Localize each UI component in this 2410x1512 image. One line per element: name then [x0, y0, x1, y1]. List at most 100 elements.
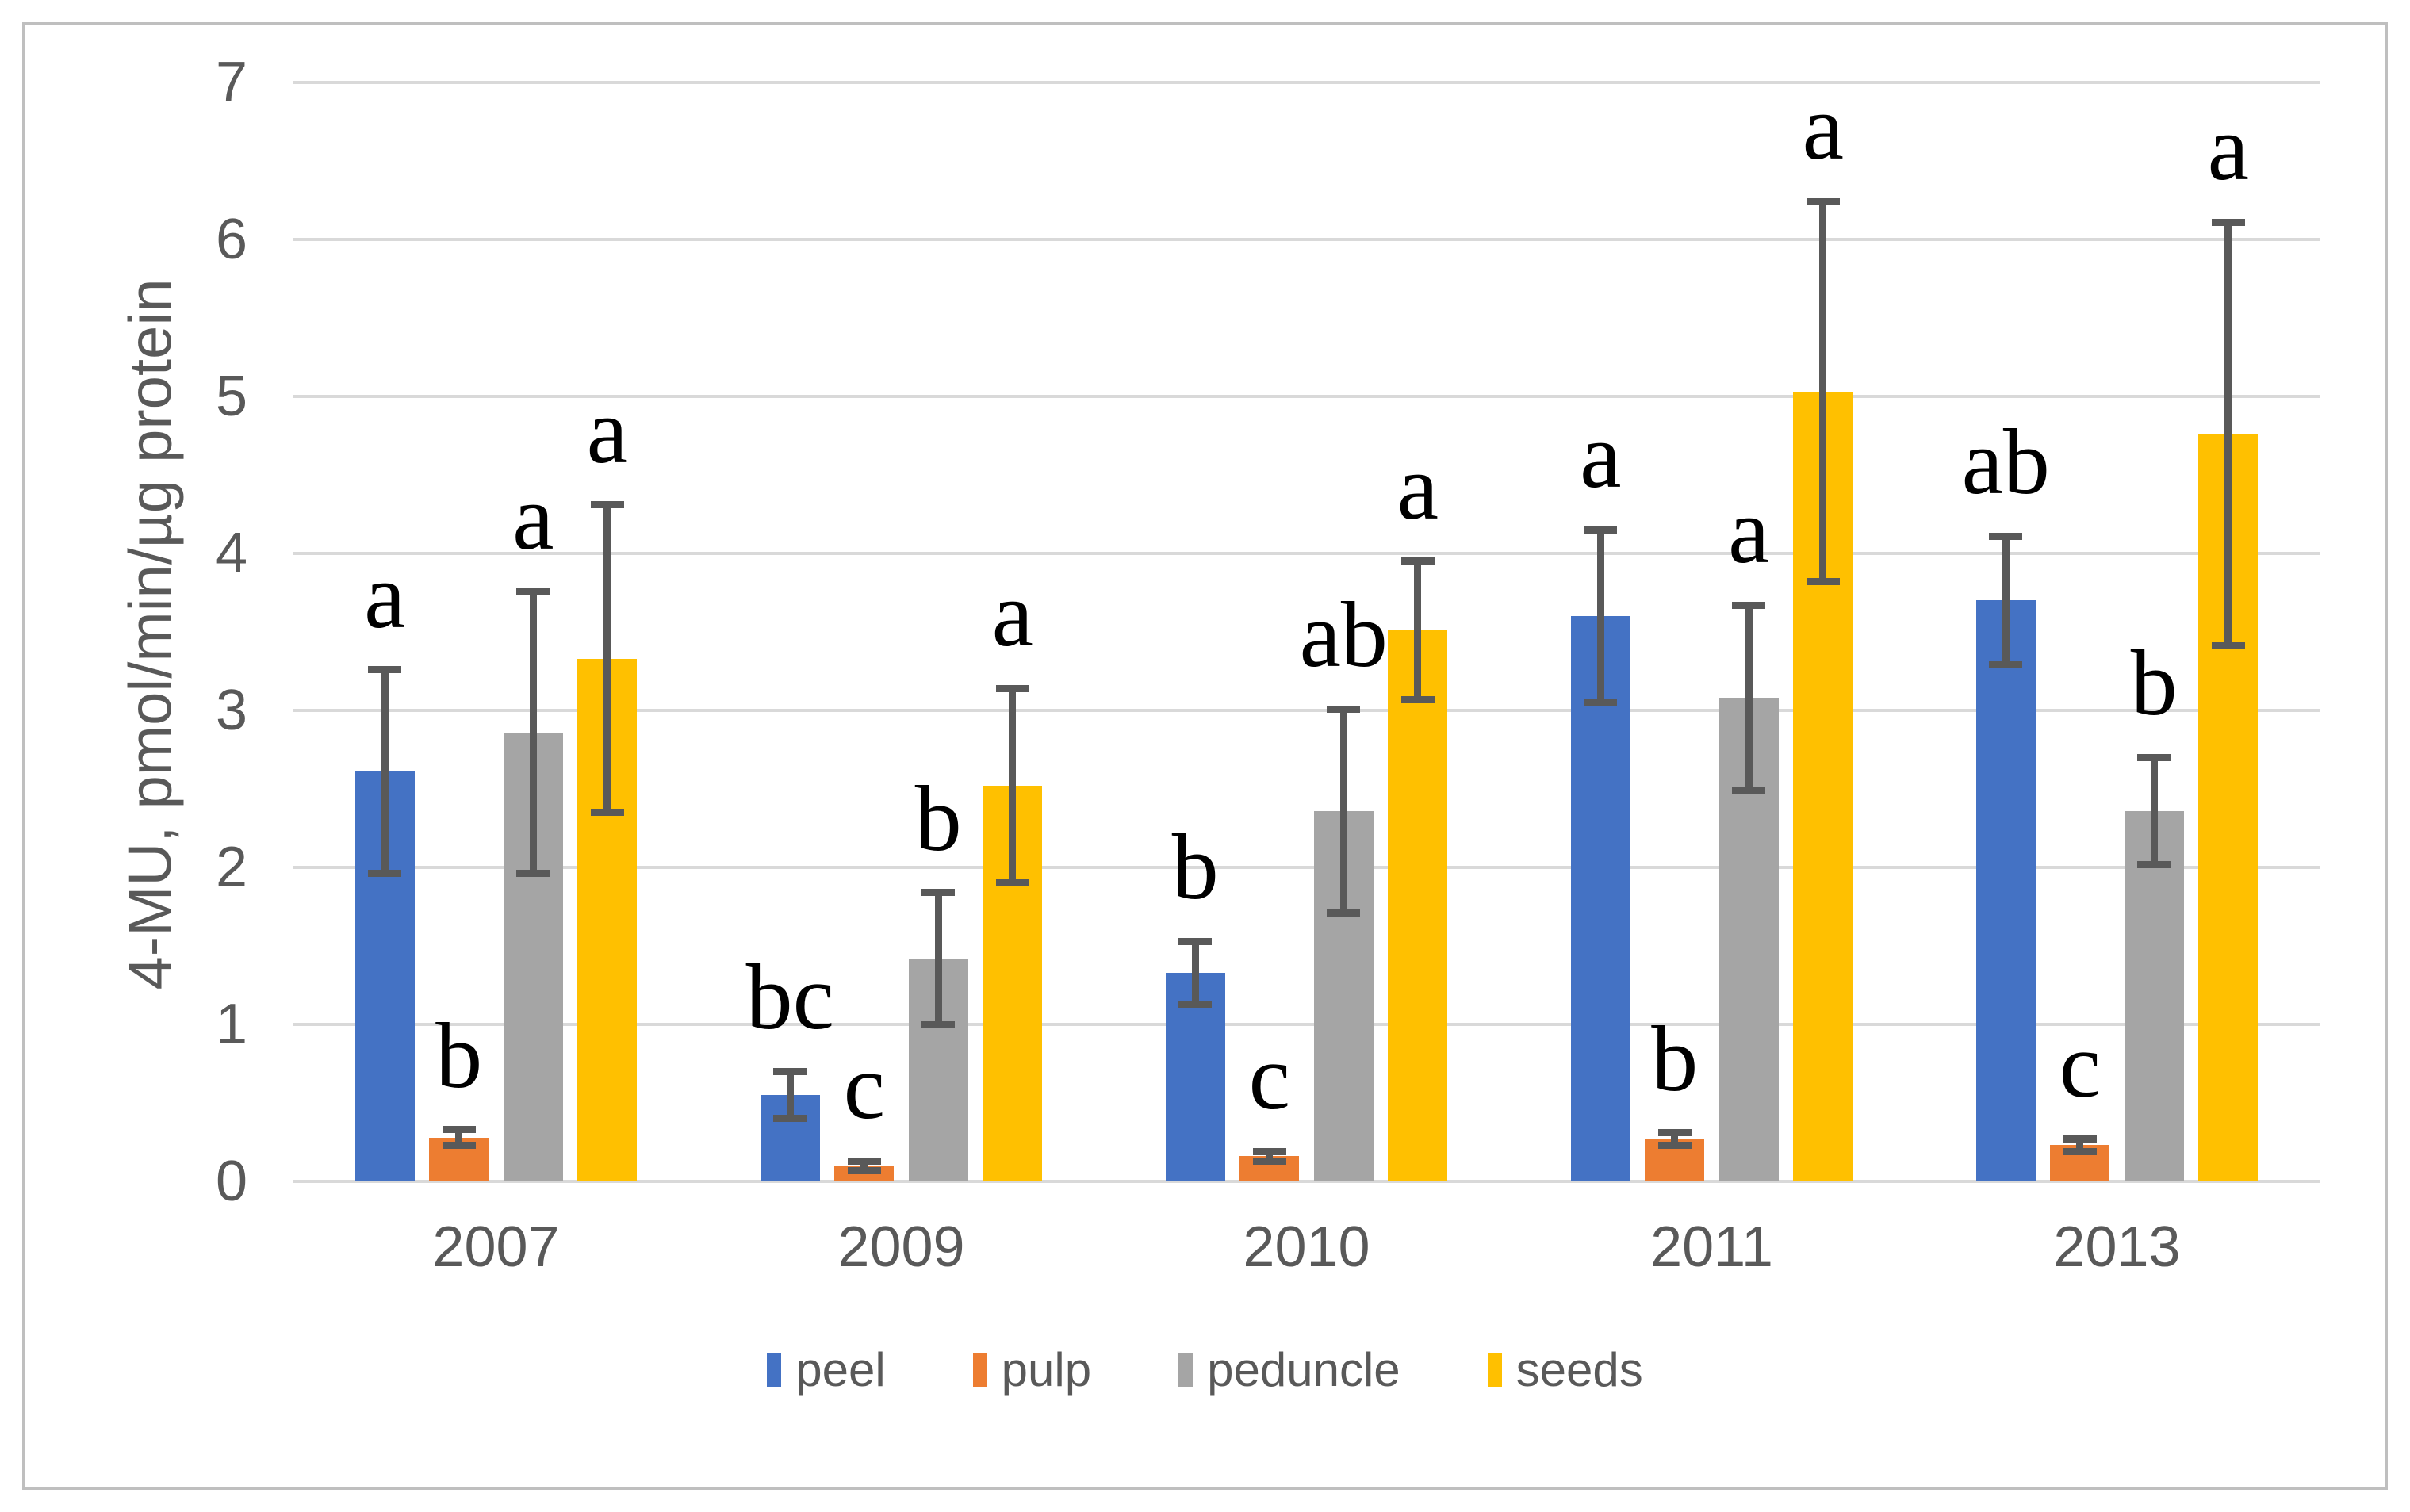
- error-bar-cap: [1400, 695, 1435, 703]
- error-bar-cap: [1400, 557, 1435, 565]
- legend-label: pulp: [1001, 1343, 1092, 1396]
- error-bar-cap: [995, 879, 1029, 887]
- error-bar-line: [1414, 561, 1422, 700]
- error-bar-cap: [590, 809, 624, 817]
- significance-letter: a: [512, 465, 554, 569]
- error-bar-cap: [368, 666, 402, 674]
- error-bar-line: [1266, 1151, 1274, 1162]
- error-bar-line: [381, 669, 389, 874]
- legend-item-peduncle: peduncle: [1178, 1342, 1400, 1398]
- error-bar-cap: [2137, 860, 2171, 868]
- legend-item-peel: peel: [767, 1342, 886, 1398]
- error-bar-line: [1671, 1132, 1679, 1146]
- legend-marker-seeds: [1487, 1353, 1502, 1387]
- error-bar-line: [2076, 1139, 2084, 1152]
- gridline: [293, 395, 2320, 398]
- legend-label: seeds: [1515, 1343, 1643, 1396]
- significance-letter: c: [1248, 1025, 1290, 1130]
- bar-seeds-2010: [1388, 630, 1448, 1181]
- bar-peel-2011: [1570, 616, 1630, 1181]
- error-bar-line: [2150, 757, 2158, 865]
- error-bar-line: [603, 504, 611, 813]
- significance-letter: c: [2059, 1012, 2101, 1117]
- error-bar-line: [2002, 536, 2010, 665]
- error-bar-line: [1819, 201, 1827, 582]
- y-tick-label: 3: [215, 679, 247, 742]
- gridline: [293, 709, 2320, 712]
- error-bar-cap: [1327, 909, 1361, 917]
- error-bar-cap: [1178, 937, 1213, 945]
- error-bar-line: [1339, 709, 1347, 913]
- y-tick-label: 1: [215, 993, 247, 1056]
- significance-letter: a: [1728, 479, 1770, 584]
- significance-letter: a: [364, 543, 406, 648]
- significance-letter: ab: [1299, 583, 1388, 687]
- significance-letter: b: [435, 1003, 483, 1108]
- gridline: [293, 552, 2320, 555]
- bar-peel-2013: [1975, 600, 2036, 1181]
- legend-marker-peel: [767, 1353, 782, 1387]
- error-bar-line: [1191, 941, 1199, 1005]
- error-bar-line: [529, 591, 537, 874]
- error-bar-cap: [1327, 705, 1361, 713]
- y-tick-label: 7: [215, 51, 247, 114]
- x-label-2007: 2007: [432, 1215, 560, 1279]
- error-bar-cap: [1252, 1147, 1286, 1155]
- error-bar-line: [455, 1129, 463, 1146]
- significance-letter: a: [1802, 75, 1844, 180]
- gridline: [293, 1180, 2320, 1183]
- error-bar-cap: [2137, 753, 2171, 761]
- error-bar-cap: [1989, 532, 2023, 540]
- legend-marker-peduncle: [1178, 1353, 1194, 1387]
- gridline: [293, 1023, 2320, 1026]
- error-bar-cap: [773, 1115, 807, 1123]
- error-bar-cap: [1732, 787, 1766, 794]
- error-bar-cap: [1252, 1157, 1286, 1165]
- error-bar-line: [2224, 222, 2232, 646]
- error-bar-cap: [516, 588, 550, 595]
- error-bar-cap: [442, 1126, 476, 1134]
- error-bar-line: [1009, 688, 1017, 883]
- significance-letter: b: [1651, 1006, 1699, 1111]
- error-bar-line: [786, 1071, 794, 1119]
- error-bar-line: [1596, 530, 1604, 703]
- error-bar-cap: [847, 1157, 881, 1165]
- error-bar-cap: [921, 1020, 956, 1028]
- significance-letter: b: [2130, 631, 2178, 736]
- error-bar-cap: [442, 1141, 476, 1149]
- error-bar-cap: [1584, 526, 1618, 534]
- error-bar-cap: [2063, 1135, 2097, 1143]
- error-bar-cap: [1657, 1141, 1692, 1149]
- significance-letter: a: [2207, 96, 2249, 201]
- error-bar-cap: [995, 684, 1029, 692]
- error-bar-cap: [1584, 699, 1618, 706]
- error-bar-cap: [1806, 578, 1840, 586]
- significance-letter: b: [1171, 815, 1219, 920]
- significance-letter: a: [1397, 434, 1439, 539]
- legend-item-seeds: seeds: [1487, 1342, 1643, 1398]
- x-label-2013: 2013: [2053, 1215, 2181, 1279]
- x-label-2011: 2011: [1650, 1215, 1773, 1279]
- error-bar-cap: [1732, 601, 1766, 609]
- error-bar-cap: [921, 889, 956, 897]
- error-bar-line: [934, 892, 942, 1024]
- error-bar-cap: [847, 1166, 881, 1174]
- error-bar-line: [860, 1161, 868, 1171]
- legend: peel pulp peduncle seeds: [0, 1342, 2410, 1398]
- significance-letter: a: [586, 378, 628, 483]
- error-bar-cap: [590, 501, 624, 509]
- error-bar-cap: [516, 870, 550, 878]
- error-bar-cap: [773, 1067, 807, 1075]
- legend-label: peel: [795, 1343, 886, 1396]
- error-bar-line: [1745, 605, 1753, 790]
- y-tick-label: 0: [215, 1150, 247, 1213]
- significance-letter: b: [914, 766, 962, 871]
- significance-letter: bc: [745, 945, 834, 1050]
- gridline: [293, 81, 2320, 84]
- significance-letter: a: [1580, 404, 1622, 508]
- error-bar-cap: [1178, 1000, 1213, 1008]
- significance-letter: ab: [1961, 410, 2050, 515]
- y-tick-label: 6: [215, 208, 247, 271]
- error-bar-cap: [368, 870, 402, 878]
